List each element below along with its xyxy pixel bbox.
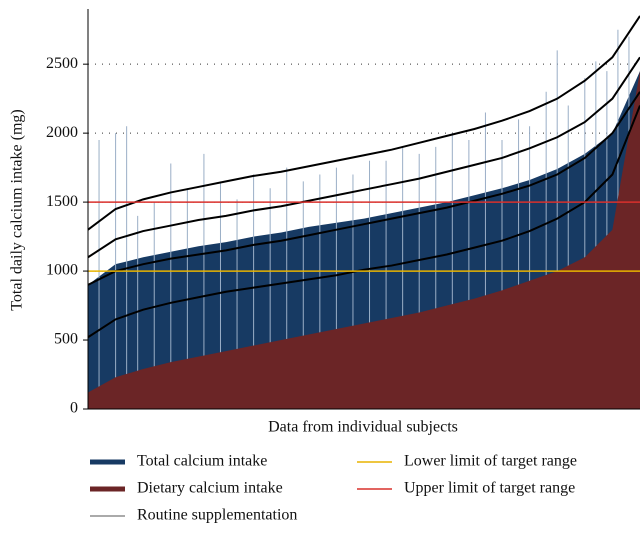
- percentile-curve: [87, 56, 640, 259]
- y-tick-label: 2000: [46, 124, 78, 141]
- legend-label: Routine supplementation: [137, 507, 297, 524]
- legend-label: Upper limit of target range: [404, 480, 575, 497]
- percentile-curve: [87, 105, 640, 339]
- y-tick-label: 0: [70, 400, 78, 417]
- percentile-curve: [87, 91, 640, 286]
- legend-label: Dietary calcium intake: [137, 480, 283, 497]
- y-tick-label: 1000: [46, 262, 78, 279]
- percentile-curve: [87, 15, 640, 231]
- area: [88, 71, 640, 409]
- y-tick-label: 1500: [46, 193, 78, 210]
- y-axis-label: Total daily calcium intake (mg): [9, 109, 26, 310]
- legend-label: Lower limit of target range: [404, 453, 577, 470]
- x-axis-label: Data from individual subjects: [268, 419, 458, 436]
- y-tick-label: 2500: [46, 55, 78, 72]
- y-tick-label: 500: [54, 331, 78, 348]
- legend-label: Total calcium intake: [137, 453, 267, 470]
